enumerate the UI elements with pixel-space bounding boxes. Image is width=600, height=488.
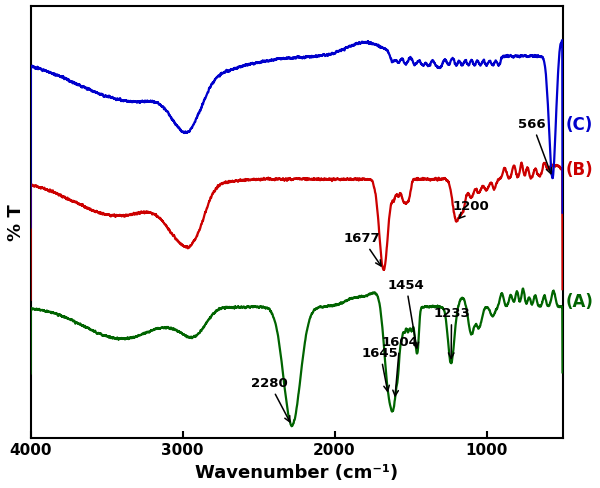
Text: 1604: 1604 <box>382 335 418 396</box>
Text: 1200: 1200 <box>453 200 490 219</box>
Text: (B): (B) <box>566 161 593 179</box>
Y-axis label: % T: % T <box>7 204 25 241</box>
Text: 1645: 1645 <box>362 346 398 391</box>
Text: 566: 566 <box>518 118 551 174</box>
X-axis label: Wavenumber (cm⁻¹): Wavenumber (cm⁻¹) <box>195 463 398 481</box>
Text: (C): (C) <box>566 116 593 134</box>
Text: 1233: 1233 <box>433 306 470 359</box>
Text: 2280: 2280 <box>251 376 290 422</box>
Text: 1454: 1454 <box>388 278 424 348</box>
Text: (A): (A) <box>566 293 593 311</box>
Text: 1677: 1677 <box>344 232 381 266</box>
